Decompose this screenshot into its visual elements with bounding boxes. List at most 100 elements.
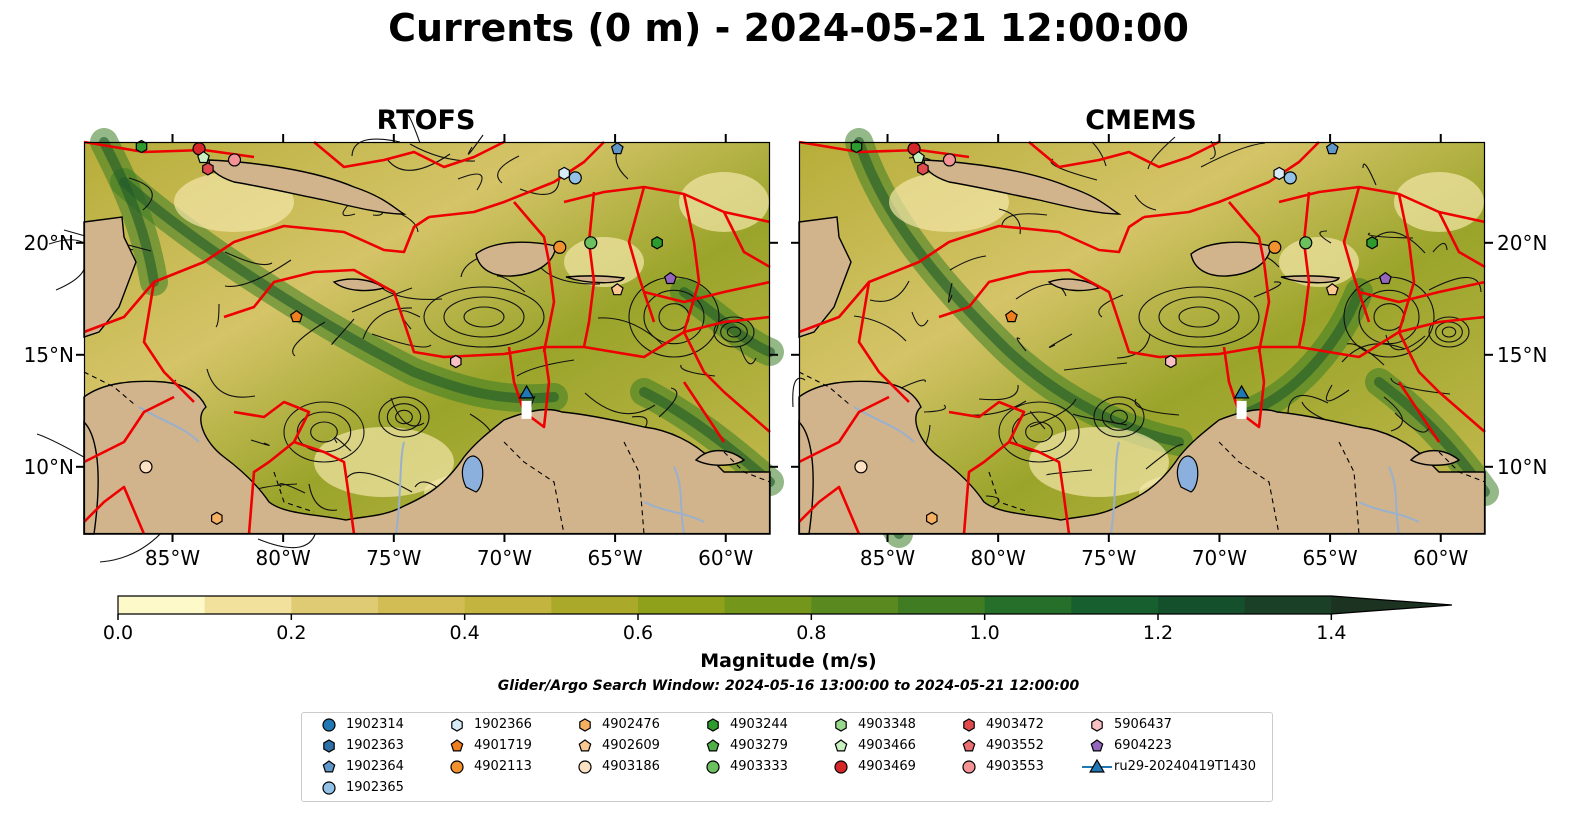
land [332,278,386,292]
red-boundary-line [83,215,430,334]
country-border [83,371,135,405]
streamline [331,318,355,345]
streamline [597,317,664,346]
float-marker-1902364 [610,141,624,155]
streamline [1001,213,1048,226]
streamline [1319,230,1332,244]
panel-title-rtofs: RTOFS [376,105,476,136]
streamline [224,259,292,288]
streamline [390,397,425,427]
float-marker-5906437 [1165,354,1177,369]
colorbar-segment [811,596,899,614]
legend-item: 4903333 [696,757,824,777]
streamline [1441,326,1457,338]
streamline [1341,343,1406,363]
legend-marker [706,760,720,774]
figure-title: Currents (0 m) - 2024-05-21 12:00:00 [388,6,1189,50]
colorbar [117,595,1453,620]
y-tick-label-right: 10°N [1497,454,1548,479]
weak-current-area [314,427,454,497]
streamline [853,315,907,342]
float-marker-4903244 [850,139,863,154]
legend-label: 6904223 [1114,738,1172,753]
streamline [1098,294,1124,318]
streamline [949,255,987,271]
colorbar-segment [378,596,466,614]
x-tick-label: 60°W [1413,546,1469,570]
streamline [296,411,352,453]
land [923,159,1122,215]
legend-marker [1090,739,1104,752]
legend-marker [451,718,463,732]
float-marker-4903244 [135,139,148,154]
country-border [1218,441,1280,535]
colorbar-segment [551,596,639,614]
legend-item: 4903472 [952,715,1080,735]
red-boundary-line [1342,186,1371,323]
land [208,159,407,215]
legend-marker [322,781,336,795]
streamline [362,307,413,340]
float-marker-4902476 [210,511,223,525]
country-border [1438,451,1486,483]
legend: 1902314 1902363 1902364 1902365 1902366 49017… [301,712,1273,802]
red-boundary-line [247,440,295,535]
streamline [1015,283,1067,300]
streamline [1134,194,1157,211]
country-border [273,471,315,513]
red-boundary-line [682,381,726,443]
legend-item: 1902366 [440,715,568,735]
streamline [985,495,1000,509]
streamline [496,275,526,293]
red-boundary-line [507,346,551,429]
country-border [503,441,565,535]
red-boundary-line [1397,331,1486,433]
streamline [467,134,484,155]
float-marker-5906437 [450,354,462,369]
streamline [1091,141,1107,167]
red-boundary-line [643,280,771,304]
float-marker-4903244 [651,236,663,250]
streamline [911,311,929,327]
x-tick-label: 65°W [587,546,643,570]
red-boundary-line [142,281,195,403]
red-boundary-line [1397,381,1441,443]
streamline [1394,412,1430,433]
legend-label: 1902314 [346,717,404,732]
red-boundary-line [1228,201,1271,353]
river [1358,501,1420,523]
streamline [1134,398,1180,416]
land [694,449,746,466]
legend-label: 1902365 [346,780,404,795]
x-tick-label: 75°W [1081,546,1137,570]
legend-item: 4903186 [568,757,696,777]
streamline [351,138,401,157]
land [83,380,771,535]
river [1388,466,1400,535]
red-boundary-line [83,395,175,464]
legend-marker [322,718,336,732]
legend-label: 4902113 [474,759,532,774]
legend-item: 4902476 [568,715,696,735]
streamline [792,377,806,408]
colorbar-segment [1158,596,1246,614]
land [798,380,1486,535]
streamline [1209,140,1216,160]
glider-track [1236,400,1247,419]
map-frame [798,141,1486,535]
streamline [333,437,352,452]
colorbar-label: Magnitude (m/s) [700,650,877,672]
legend-item: 4901719 [440,736,568,756]
legend-label: 4903552 [986,738,1044,753]
float-marker-4903472 [917,162,929,176]
legend-item: ru29-20240419T1430 [1080,757,1256,777]
land [1047,278,1101,292]
colorbar-tick-label: 0.6 [622,622,654,644]
streamline [386,153,451,171]
weak-current-area [1279,237,1359,287]
y-tick-label-right: 15°N [1497,342,1548,367]
legend-marker [962,739,976,752]
colorbar-segment [724,596,812,614]
streamline [463,306,505,328]
red-boundary-line [722,211,771,269]
